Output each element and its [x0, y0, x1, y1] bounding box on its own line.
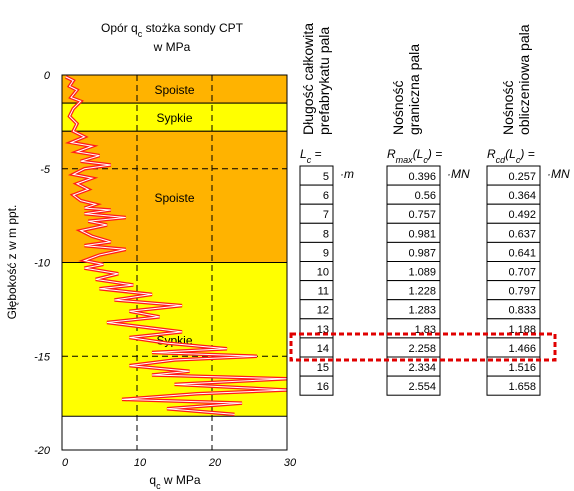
chart-subtitle: w MPa: [153, 40, 191, 54]
text-part: R: [487, 147, 496, 161]
column-header: Długość całkowita: [300, 23, 316, 135]
cell-value: 0.757: [408, 209, 436, 221]
cell-value: 0.257: [508, 171, 536, 183]
cell-value: 10: [317, 267, 329, 279]
text-part: ) =: [518, 147, 534, 161]
subscript: c: [138, 29, 143, 39]
cell-value: 2.334: [408, 362, 436, 374]
cell-value: 1.516: [508, 362, 536, 374]
x-tick-label: 20: [208, 457, 222, 469]
y-axis-label: Głębokość z w m ppt.: [5, 205, 19, 320]
cell-value: 0.981: [408, 228, 436, 240]
layer: [61, 102, 288, 132]
unit: ·m: [340, 167, 354, 181]
cell-value: 1.658: [508, 381, 536, 393]
cell-value: 2.258: [408, 343, 436, 355]
x-tick-label: 30: [284, 457, 297, 469]
text-part: stożka sondy CPT: [142, 21, 243, 35]
cell-value: 8: [323, 228, 329, 240]
text-part: =: [311, 147, 321, 161]
subscript: c: [156, 481, 161, 491]
cell-value: 1.228: [408, 286, 436, 298]
layer-label: Sypkie: [156, 111, 192, 125]
cell-value: 1.466: [508, 343, 536, 355]
column-header: Nośność: [500, 81, 516, 135]
subscript: c: [516, 155, 521, 165]
cell-value: 0.364: [508, 190, 536, 202]
text-part: L: [300, 147, 307, 161]
cell-value: 0.396: [408, 171, 436, 183]
cell-value: 1.283: [408, 305, 436, 317]
text-part: Opór q: [101, 21, 138, 35]
y-tick-label: -15: [34, 351, 51, 363]
y-tick-label: -5: [40, 164, 51, 176]
profile-core: [65, 76, 288, 415]
layer: [61, 130, 288, 263]
column-header: obliczeniowa pala: [516, 24, 532, 135]
subscript: c: [423, 155, 428, 165]
cell: [386, 375, 441, 396]
cell-value: 0.707: [508, 267, 536, 279]
cell-value: 0.492: [508, 209, 536, 221]
cell-value: 7: [323, 209, 329, 221]
column-header: graniczna pala: [406, 44, 422, 135]
column-header: prefabrykatu pala: [316, 27, 332, 135]
chart-title: Opór qc stożka sondy CPT: [101, 21, 244, 39]
column-header: Nośność: [390, 81, 406, 135]
cell-value: 16: [317, 381, 329, 393]
y-tick-label: -10: [34, 258, 51, 270]
cell-value: 5: [323, 171, 329, 183]
cell-value: 1.83: [415, 324, 436, 336]
cell-value: 0.797: [508, 286, 536, 298]
subscript: max: [396, 155, 414, 165]
layer-label: Spoiste: [154, 83, 194, 97]
text-part: w MPa: [161, 473, 201, 487]
text-part: (L: [505, 147, 516, 161]
cell-value: 0.641: [508, 247, 536, 259]
cell-value: 6: [323, 190, 329, 202]
unit: ·MN: [547, 167, 570, 181]
y-tick-label: 0: [44, 70, 51, 82]
formula: Rmax(Lc) =: [387, 147, 442, 165]
cell-value: 1.089: [408, 267, 436, 279]
x-tick-label: 10: [134, 457, 147, 469]
layer: [61, 74, 288, 104]
unit: ·MN: [447, 167, 470, 181]
formula: Lc =: [300, 147, 322, 165]
cell: [299, 375, 334, 396]
formula: Rcd(Lc) =: [487, 147, 535, 165]
highlight-box: [289, 332, 557, 362]
text-part: ) =: [426, 147, 442, 161]
x-tick-label: 0: [62, 457, 69, 469]
cell-value: 14: [317, 343, 329, 355]
layer-label: Spoiste: [154, 191, 194, 205]
cell-value: 2.554: [408, 381, 436, 393]
text-part: R: [387, 147, 396, 161]
cell-value: 0.833: [508, 305, 536, 317]
cell-value: 9: [323, 247, 329, 259]
x-axis-label: qc w MPa: [149, 473, 201, 491]
text-part: (L: [413, 147, 424, 161]
cell-value: 0.637: [508, 228, 536, 240]
cell-value: 12: [317, 305, 329, 317]
cell-value: 0.56: [415, 190, 436, 202]
cell-value: 11: [318, 286, 329, 298]
cell-value: 0.987: [408, 247, 436, 259]
subscript: c: [307, 155, 312, 165]
y-tick-label: -20: [34, 445, 51, 457]
cell: [486, 375, 541, 396]
plot-frame: [61, 74, 288, 451]
subscript: cd: [496, 155, 507, 165]
text-part: q: [149, 473, 156, 487]
cell-value: 15: [317, 362, 329, 374]
